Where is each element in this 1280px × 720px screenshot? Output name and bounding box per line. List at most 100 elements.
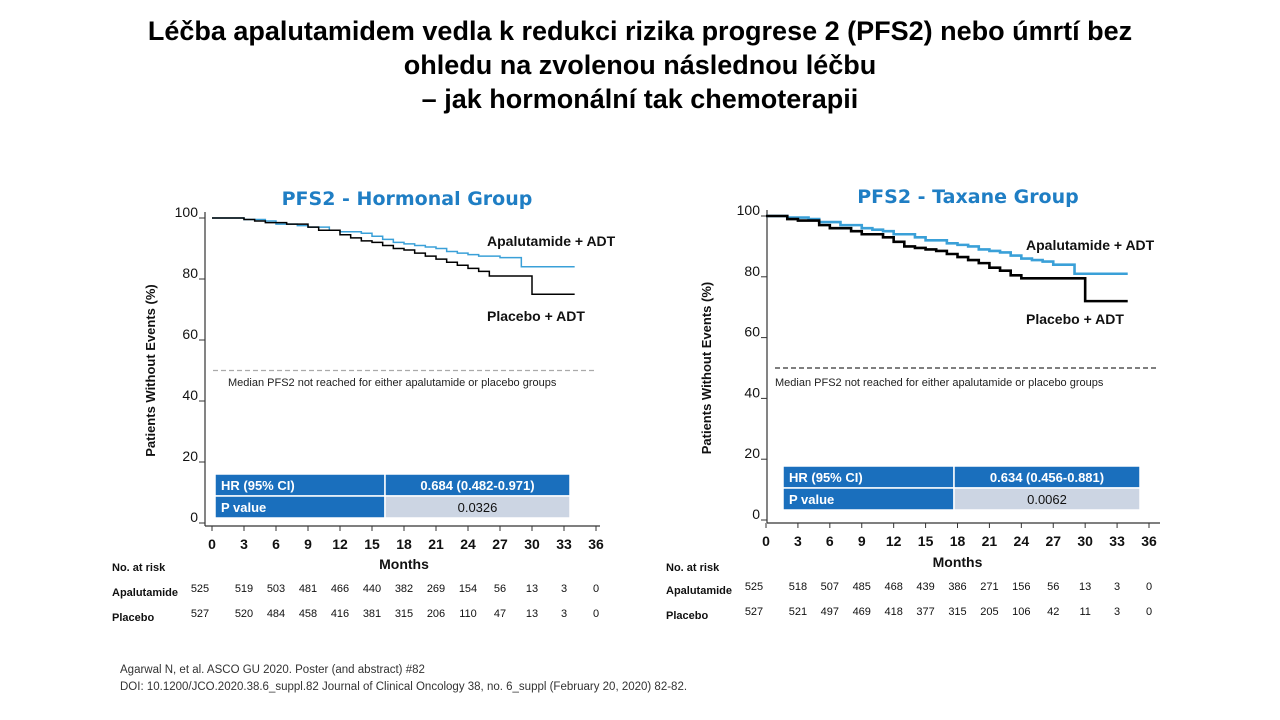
y-tick-label: 0 [752, 506, 760, 522]
risk-row-label: Apalutamide [666, 585, 732, 597]
y-tick-label: 80 [182, 265, 198, 281]
risk-value: 468 [884, 581, 902, 593]
y-tick-label: 40 [182, 387, 198, 403]
hr-table-value-cell [384, 495, 571, 519]
x-tick-label: 15 [364, 536, 380, 552]
x-tick-label: 30 [1077, 533, 1093, 549]
x-tick-label: 27 [492, 536, 508, 552]
hr-table-label: P value [789, 492, 834, 507]
title-line-1: Léčba apalutamidem vedla k redukci rizik… [147, 16, 1133, 46]
risk-value: 0 [593, 608, 599, 620]
hr-table-value: 0.684 (0.482-0.971) [420, 478, 534, 493]
risk-value: 56 [494, 583, 506, 595]
risk-value: 269 [427, 583, 445, 595]
references: Agarwal N, et al. ASCO GU 2020. Poster (… [120, 662, 687, 696]
y-tick-label: 20 [182, 448, 198, 464]
x-tick-label: 24 [1014, 533, 1030, 549]
x-tick-label: 0 [208, 536, 216, 552]
risk-value: 106 [1012, 606, 1030, 618]
risk-value: 520 [235, 608, 253, 620]
risk-value: 3 [561, 583, 567, 595]
x-tick-label: 9 [304, 536, 312, 552]
risk-value: 315 [948, 606, 966, 618]
series-label-placebo: Placebo + ADT [487, 308, 585, 324]
x-tick-label: 6 [272, 536, 280, 552]
risk-table-header: No. at risk [666, 562, 720, 574]
risk-value: 527 [745, 606, 763, 618]
risk-value: 42 [1047, 606, 1059, 618]
risk-value: 519 [235, 583, 253, 595]
hr-table-label: P value [221, 500, 266, 515]
risk-value: 315 [395, 608, 413, 620]
risk-value: 3 [561, 608, 567, 620]
x-tick-label: 12 [886, 533, 902, 549]
y-axis-label: Patients Without Events (%) [699, 282, 714, 455]
x-tick-label: 21 [982, 533, 998, 549]
risk-table-header: No. at risk [112, 562, 166, 574]
chart-title: PFS2 - Taxane Group [857, 186, 1079, 208]
reference-line-1: Agarwal N, et al. ASCO GU 2020. Poster (… [120, 664, 425, 676]
risk-value: 13 [526, 608, 538, 620]
x-tick-label: 3 [240, 536, 248, 552]
risk-value: 156 [1012, 581, 1030, 593]
risk-value: 56 [1047, 581, 1059, 593]
x-tick-label: 18 [396, 536, 412, 552]
risk-value: 154 [459, 583, 477, 595]
risk-value: 0 [1146, 606, 1152, 618]
risk-value: 205 [980, 606, 998, 618]
risk-value: 386 [948, 581, 966, 593]
placebo-curve [766, 214, 1128, 303]
x-tick-label: 33 [1109, 533, 1125, 549]
risk-value: 0 [1146, 581, 1152, 593]
risk-row-label: Placebo [112, 612, 154, 624]
chart-title: PFS2 - Hormonal Group [282, 188, 533, 210]
x-tick-label: 18 [950, 533, 966, 549]
reference-line-2: DOI: 10.1200/JCO.2020.38.6_suppl.82 Jour… [120, 681, 688, 693]
y-tick-label: 60 [744, 324, 760, 340]
hr-table-value: 0.0326 [458, 500, 498, 515]
risk-value: 377 [916, 606, 934, 618]
risk-value: 525 [191, 583, 209, 595]
risk-value: 0 [593, 583, 599, 595]
series-label-placebo: Placebo + ADT [1026, 311, 1124, 327]
risk-value: 458 [299, 608, 317, 620]
risk-value: 13 [526, 583, 538, 595]
x-tick-label: 6 [826, 533, 834, 549]
x-tick-label: 21 [428, 536, 444, 552]
median-annotation: Median PFS2 not reached for either apalu… [775, 377, 1104, 389]
y-axis-label: Patients Without Events (%) [143, 284, 158, 457]
risk-value: 518 [789, 581, 807, 593]
x-tick-label: 15 [918, 533, 934, 549]
risk-value: 3 [1114, 606, 1120, 618]
series-label-apalutamide: Apalutamide + ADT [487, 233, 616, 249]
x-tick-label: 36 [1141, 533, 1157, 549]
risk-value: 481 [299, 583, 317, 595]
risk-value: 440 [363, 583, 381, 595]
risk-value: 206 [427, 608, 445, 620]
x-tick-label: 3 [794, 533, 802, 549]
x-tick-label: 33 [556, 536, 572, 552]
hr-table-value: 0.0062 [1027, 492, 1067, 507]
risk-value: 47 [494, 608, 506, 620]
y-tick-label: 0 [190, 509, 198, 525]
risk-value: 466 [331, 583, 349, 595]
y-tick-label: 80 [744, 263, 760, 279]
slide-title: Léčba apalutamidem vedla k redukci rizik… [0, 14, 1280, 116]
x-tick-label: 12 [332, 536, 348, 552]
title-line-2: ohledu na zvolenou následnou léčbu [403, 50, 877, 80]
risk-value: 507 [821, 581, 839, 593]
y-tick-label: 100 [737, 202, 761, 218]
risk-value: 11 [1079, 606, 1090, 618]
risk-value: 3 [1114, 581, 1120, 593]
median-annotation: Median PFS2 not reached for either apalu… [228, 377, 557, 389]
risk-value: 271 [980, 581, 998, 593]
risk-row-label: Apalutamide [112, 587, 178, 599]
x-axis-label: Months [379, 556, 429, 572]
placebo-curve [212, 217, 575, 295]
risk-value: 484 [267, 608, 285, 620]
risk-value: 439 [916, 581, 934, 593]
y-tick-label: 100 [175, 204, 199, 220]
